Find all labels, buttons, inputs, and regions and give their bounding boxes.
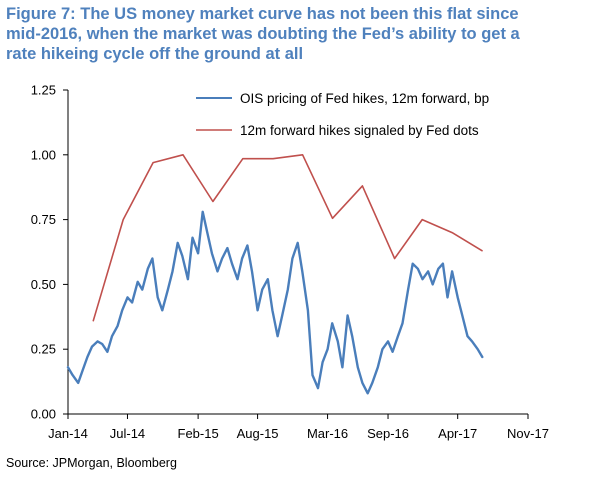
title-line-1: Figure 7: The US money market curve has …: [6, 5, 519, 23]
x-tick-label: Apr-17: [438, 426, 477, 441]
title-line-2: mid-2016, when the market was doubting t…: [6, 25, 520, 43]
x-tick-label: Feb-15: [178, 426, 219, 441]
y-tick-label: 0.75: [31, 212, 56, 227]
y-tick-label: 0.50: [31, 277, 56, 292]
plot-area: [66, 154, 484, 395]
x-tick-label: Nov-17: [507, 426, 549, 441]
legend-label: OIS pricing of Fed hikes, 12m forward, b…: [240, 91, 489, 106]
series-line: [66, 210, 484, 395]
y-tick-label: 1.25: [31, 83, 56, 98]
legend-label: 12m forward hikes signaled by Fed dots: [240, 123, 479, 138]
chart-title: Figure 7: The US money market curve has …: [6, 4, 592, 64]
x-tick-label: Aug-15: [237, 426, 279, 441]
y-tick-label: 0.25: [31, 342, 56, 357]
x-tick-label: Sep-16: [367, 426, 409, 441]
legend: OIS pricing of Fed hikes, 12m forward, b…: [196, 91, 489, 138]
series-line: [92, 154, 483, 322]
x-tick-label: Jul-14: [110, 426, 145, 441]
y-tick-label: 1.00: [31, 147, 56, 162]
y-tick-label: 0.00: [31, 407, 56, 422]
x-tick-label: Jan-14: [48, 426, 88, 441]
x-tick-label: Mar-16: [307, 426, 348, 441]
title-line-3: rate hikeing cycle off the ground at all: [6, 45, 304, 63]
source-note: Source: JPMorgan, Bloomberg: [6, 456, 177, 470]
series-ois-pricing: [66, 210, 484, 395]
axes: 0.00 0.25 0.50 0.75 1.00 1.25 Jan-14 Jul-14 Feb-…: [31, 83, 549, 442]
series-fed-dots: [92, 154, 483, 322]
